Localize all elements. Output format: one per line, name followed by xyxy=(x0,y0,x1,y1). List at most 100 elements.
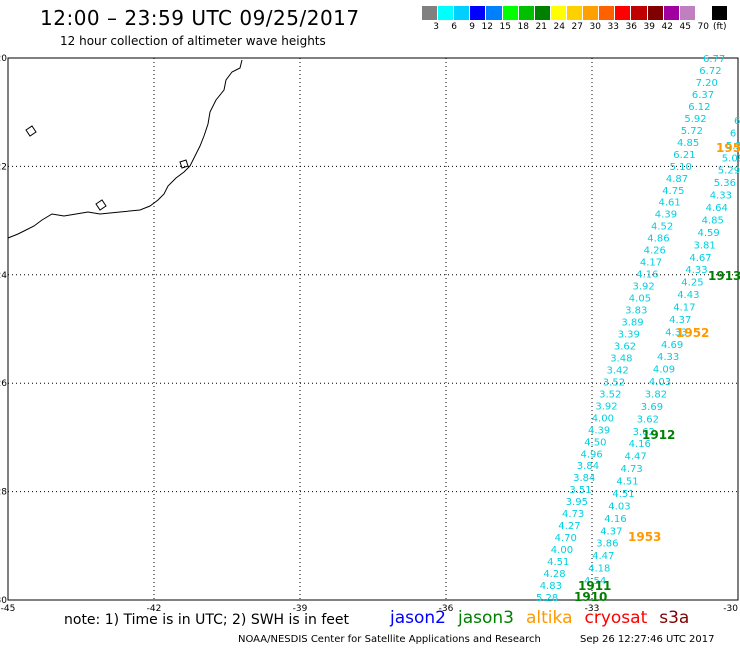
colorbar-labels: 3 6 9 12 15 18 21 24 27 30 33 36 39 42 45 70 (ft) xyxy=(422,22,740,36)
wave-height-value: 4.33 xyxy=(710,191,732,202)
wave-height-value: 3.52 xyxy=(599,389,621,400)
wave-height-value: 4.85 xyxy=(677,138,699,149)
pass-time-label: 1911 xyxy=(578,579,611,593)
wave-height-value: 4.96 xyxy=(581,449,603,460)
wave-height-colorbar xyxy=(422,6,729,20)
coastline-island xyxy=(25,125,37,137)
map-grid xyxy=(8,58,738,600)
wave-height-value: 4.70 xyxy=(555,533,577,544)
longitude-label: -42 xyxy=(147,604,162,614)
pass-time-label: 1953 xyxy=(628,530,661,544)
wave-height-value: 4.73 xyxy=(621,464,643,475)
wave-height-value: 3.48 xyxy=(610,353,632,364)
wave-height-value: 4.75 xyxy=(662,186,684,197)
map-frame xyxy=(7,57,739,601)
colorbar-swatch xyxy=(438,6,455,20)
wave-height-value: 4.37 xyxy=(669,315,691,326)
colorbar-swatch xyxy=(550,6,567,20)
colorbar-tick-label: 9 xyxy=(469,22,475,32)
colorbar-tick-label: 45 xyxy=(679,22,691,32)
latitude-labels: -20 -22 -24 -26 -28 -30 xyxy=(0,54,7,606)
wave-height-value: 4.03 xyxy=(649,377,671,388)
wave-height-value: 4.00 xyxy=(551,545,573,556)
wave-height-value: 4.03 xyxy=(608,501,630,512)
pass-time-label: 1910 xyxy=(574,590,607,604)
colorbar-swatch xyxy=(647,6,664,20)
colorbar-unit: (ft) xyxy=(713,22,727,32)
wave-height-value: 4.64 xyxy=(706,203,728,214)
longitude-label: -36 xyxy=(439,604,454,614)
wave-height-value: 4.17 xyxy=(673,303,695,314)
colorbar-swatch xyxy=(566,6,584,20)
wave-height-value: 5.10 xyxy=(670,162,692,173)
wave-height-value: 6.72 xyxy=(699,66,721,77)
longitude-label: -39 xyxy=(293,604,308,614)
pass-time-label: 1912 xyxy=(642,428,675,442)
wave-height-value: 4.69 xyxy=(661,340,683,351)
latitude-label: -24 xyxy=(0,271,7,281)
colorbar-swatch xyxy=(663,6,680,20)
colorbar-swatch xyxy=(615,6,632,20)
wave-height-value: 3.86 xyxy=(596,539,618,550)
wave-height-value: 3.92 xyxy=(633,282,655,293)
colorbar-tick-label: 21 xyxy=(535,22,547,32)
wave-height-value: 5.92 xyxy=(684,114,706,125)
map-subtitle: 12 hour collection of altimeter wave hei… xyxy=(60,34,326,48)
wave-height-value: 4.17 xyxy=(640,258,662,269)
colorbar-tick-label: 33 xyxy=(607,22,619,32)
wave-height-value: 3.62 xyxy=(633,427,655,438)
wave-height-value: 4.52 xyxy=(651,222,673,233)
wave-height-value: 4.50 xyxy=(584,437,606,448)
colorbar-tick-label: 30 xyxy=(589,22,601,32)
colorbar-tick-label: 39 xyxy=(643,22,655,32)
colorbar-tick-label: 3 xyxy=(433,22,439,32)
wave-height-value: 6 xyxy=(730,128,736,139)
colorbar-tick-label: 42 xyxy=(661,22,673,32)
wave-height-value: 4.85 xyxy=(702,216,724,227)
colorbar-swatch xyxy=(470,6,487,20)
wave-height-value: 4.86 xyxy=(647,234,669,245)
colorbar-tick-label: 12 xyxy=(481,22,493,32)
colorbar-swatch xyxy=(502,6,519,20)
wave-height-value: 4.39 xyxy=(588,425,610,436)
latitude-label: -26 xyxy=(0,379,7,389)
wave-height-value: 3.62 xyxy=(614,342,636,353)
colorbar-swatch xyxy=(679,6,696,20)
colorbar-swatch xyxy=(534,6,551,20)
latitude-label: -28 xyxy=(0,488,7,498)
wave-height-value: 3.92 xyxy=(595,401,617,412)
wave-height-value: 3.84 xyxy=(577,461,599,472)
coastline-bay xyxy=(95,199,107,211)
wave-height-value: 5.28 xyxy=(536,593,558,604)
wave-height-value: 4.39 xyxy=(655,210,677,221)
wave-height-value: 3.62 xyxy=(637,414,659,425)
wave-height-value: 4.33 xyxy=(657,352,679,363)
longitude-label: -30 xyxy=(723,604,738,614)
wave-height-value: 4.59 xyxy=(698,228,720,239)
colorbar-swatch xyxy=(454,6,471,20)
wave-height-value: 4.51 xyxy=(616,477,638,488)
colorbar-swatch xyxy=(486,6,503,20)
wave-height-value: 4.47 xyxy=(625,452,647,463)
wave-height-value: 3.52 xyxy=(603,377,625,388)
wave-height-value: 3.42 xyxy=(607,365,629,376)
altimeter-track-b: 665.35.095.295.364.334.644.854.593.814.6… xyxy=(584,116,740,587)
longitude-labels: -45 -42 -39 -36 -33 -30 xyxy=(1,604,739,614)
coastline-island xyxy=(179,159,189,169)
legend-s3a: s3a xyxy=(659,608,690,628)
wave-height-value: 4.16 xyxy=(629,439,651,450)
wave-height-value: 3.83 xyxy=(625,306,647,317)
colorbar-tick-label: 18 xyxy=(517,22,529,32)
longitude-label: -33 xyxy=(585,604,600,614)
wave-height-value: 4.37 xyxy=(600,526,622,537)
wave-height-value: 4.87 xyxy=(666,174,688,185)
wave-height-value: 6.12 xyxy=(688,102,710,113)
colorbar-swatch xyxy=(599,6,616,20)
wave-height-value: 4.51 xyxy=(612,489,634,500)
latitude-label: -22 xyxy=(0,162,7,172)
wave-height-value: 4.16 xyxy=(604,514,626,525)
colorbar-swatch xyxy=(631,6,648,20)
colorbar-tick-label: 24 xyxy=(553,22,565,32)
